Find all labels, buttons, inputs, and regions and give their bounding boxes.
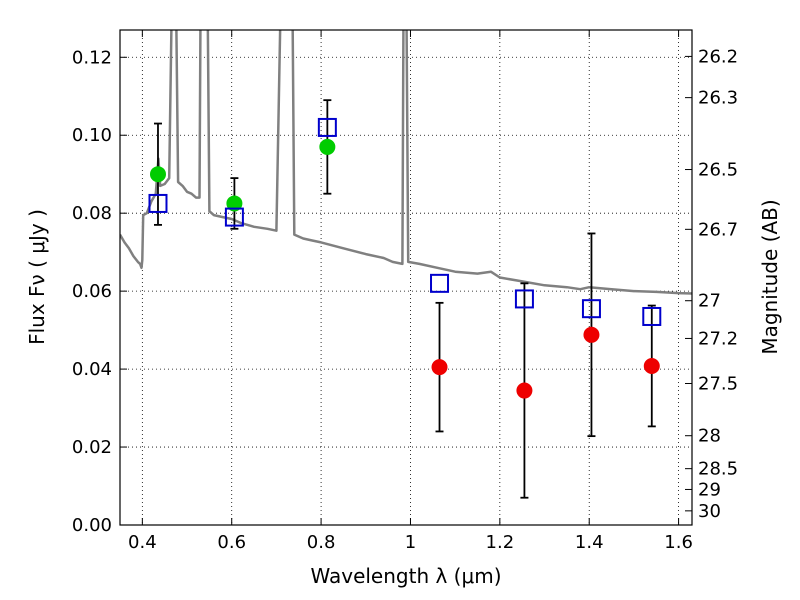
x-tick-label: 0.8 <box>307 532 336 553</box>
model-flux-point <box>581 299 601 319</box>
y2-tick-label: 29 <box>698 479 721 500</box>
x-tick-label: 1.2 <box>486 532 515 553</box>
model-flux-point <box>642 306 662 326</box>
y2-tick-label: 30 <box>698 501 721 522</box>
x-axis-ticks: 0.4 0.6 0.8 1 1.2 1.4 1.6 <box>128 30 693 553</box>
error-bars <box>153 99 656 499</box>
model-sed-line <box>120 30 692 295</box>
x-tick-label: 1 <box>405 532 416 553</box>
model-sed <box>120 30 692 295</box>
y-tick-label: 0.06 <box>72 281 112 302</box>
model-flux-point <box>148 193 168 213</box>
x-tick-label: 1.6 <box>664 532 693 553</box>
data-point <box>516 382 533 399</box>
y-tick-label: 0.02 <box>72 437 112 458</box>
data-point <box>583 326 600 343</box>
x-tick-label: 0.4 <box>128 532 157 553</box>
data-point <box>431 359 448 376</box>
data-markers <box>148 117 662 399</box>
y2-tick-label: 26.5 <box>698 160 738 181</box>
plot-frame <box>119 29 693 526</box>
y2-tick-label: 27 <box>698 291 721 312</box>
y2-tick-label: 26.2 <box>698 46 738 67</box>
data-point <box>226 195 243 212</box>
y-tick-label: 0.04 <box>72 359 112 380</box>
y-tick-label: 0.00 <box>72 515 112 536</box>
y-axis-ticks: 0.00 0.02 0.04 0.06 0.08 0.10 0.12 <box>72 47 127 536</box>
data-point <box>149 166 166 183</box>
data-point <box>643 357 660 374</box>
y2-tick-label: 28.5 <box>698 459 738 480</box>
x-axis-label: Wavelength λ (μm) <box>310 564 501 588</box>
y2-tick-label: 26.7 <box>698 219 738 240</box>
y2-tick-label: 28 <box>698 426 721 447</box>
model-flux-point <box>514 289 534 309</box>
model-flux-point <box>224 207 244 227</box>
y2-tick-label: 27.2 <box>698 328 738 349</box>
model-flux-point <box>430 273 450 293</box>
x-tick-label: 0.6 <box>217 532 246 553</box>
x-tick-label: 1.4 <box>575 532 604 553</box>
y2-axis-label: Magnitude (AB) <box>758 199 782 354</box>
y-tick-label: 0.08 <box>72 203 112 224</box>
y-tick-label: 0.10 <box>72 125 112 146</box>
y2-tick-label: 27.5 <box>698 373 738 394</box>
model-flux-point <box>317 117 337 137</box>
y-axis-label: Flux Fν ( μJy ) <box>25 209 49 345</box>
data-point <box>319 138 336 155</box>
y2-tick-label: 26.3 <box>698 88 738 109</box>
y-tick-label: 0.12 <box>72 47 112 68</box>
